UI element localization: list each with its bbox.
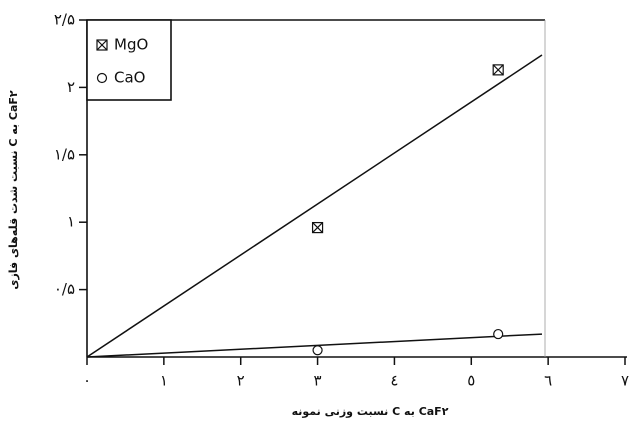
point: [493, 328, 504, 340]
x-tick-label: ٥: [467, 372, 475, 390]
legend-marker: [96, 39, 108, 51]
y-tick-label: ۰/۵: [54, 280, 75, 298]
y-tick-label: ۲: [67, 78, 75, 96]
x-tick-label: ٧: [621, 372, 629, 390]
y-tick-label: ۱: [67, 213, 75, 231]
x-tick-label: ۰: [83, 372, 91, 390]
y-axis-label: نسبت شدت قله‌های فازی C به CaF۲: [7, 90, 20, 290]
fit-line: [86, 333, 543, 358]
legend-label: MgO: [114, 36, 148, 54]
fit-line: [86, 54, 543, 358]
x-tick-label: ٤: [390, 372, 398, 390]
x-tick-label: ۱: [160, 372, 168, 390]
point: [492, 64, 504, 76]
legend-marker: [96, 72, 108, 84]
legend: [86, 19, 172, 101]
point: [311, 221, 324, 234]
x-tick-label: ٦: [544, 372, 552, 390]
x-tick-label: ۳: [314, 372, 322, 390]
x-axis-label: نسبت وزنی نمونه C به CaF۲: [292, 405, 449, 418]
x-tick-label: ۲: [237, 372, 245, 390]
y-tick-label: ۲/۵: [54, 11, 75, 29]
y-tick-label: ۱/۵: [54, 145, 75, 163]
legend-label: CaO: [114, 69, 145, 87]
point: [312, 345, 323, 356]
